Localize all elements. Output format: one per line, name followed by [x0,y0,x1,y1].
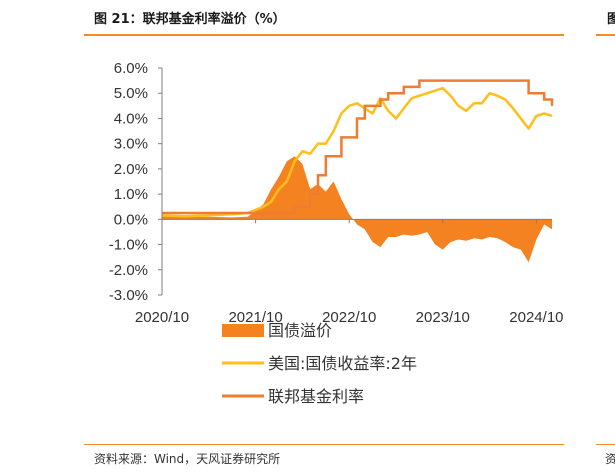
y-tick-label: 3.0% [114,136,148,153]
x-tick-label: 2022/10 [322,309,376,326]
footer-divider [84,444,564,445]
x-tick-label: 2024/10 [509,309,563,326]
legend-label: 美国:国债收益率:2年 [268,354,417,373]
next-figure-source-fragment: 资 [605,452,615,466]
y-tick-label: 5.0% [114,85,148,102]
x-tick-label: 2023/10 [416,309,470,326]
y-tick-label: -1.0% [109,237,148,254]
y-tick-label: 1.0% [114,186,148,203]
y-tick-label: 6.0% [114,60,148,77]
x-tick-label: 2021/10 [228,309,282,326]
y-tick-label: 2.0% [114,161,148,178]
next-figure-title-fragment: 图 [607,12,615,27]
series-area-premium [162,156,552,263]
legend-label: 联邦基金利率 [268,387,364,406]
series-step-fed-funds-rate [162,79,554,215]
y-tick-label: 4.0% [114,110,148,127]
title-divider [84,34,564,36]
y-tick-label: 0.0% [114,211,148,228]
source-note: 资料来源：Wind，天风证券研究所 [94,452,281,466]
legend-swatch-premium [222,324,264,337]
legend-label: 国债溢价 [268,321,332,340]
y-tick-label: -3.0% [109,287,148,304]
page-title: 图 21：联邦基金利率溢价（%） [94,12,286,27]
y-tick-label: -2.0% [109,262,148,279]
series-line-us-2y-yield [161,86,553,218]
next-figure-footer-divider [596,444,615,445]
x-tick-label: 2020/10 [135,309,189,326]
next-figure-divider [596,34,615,36]
